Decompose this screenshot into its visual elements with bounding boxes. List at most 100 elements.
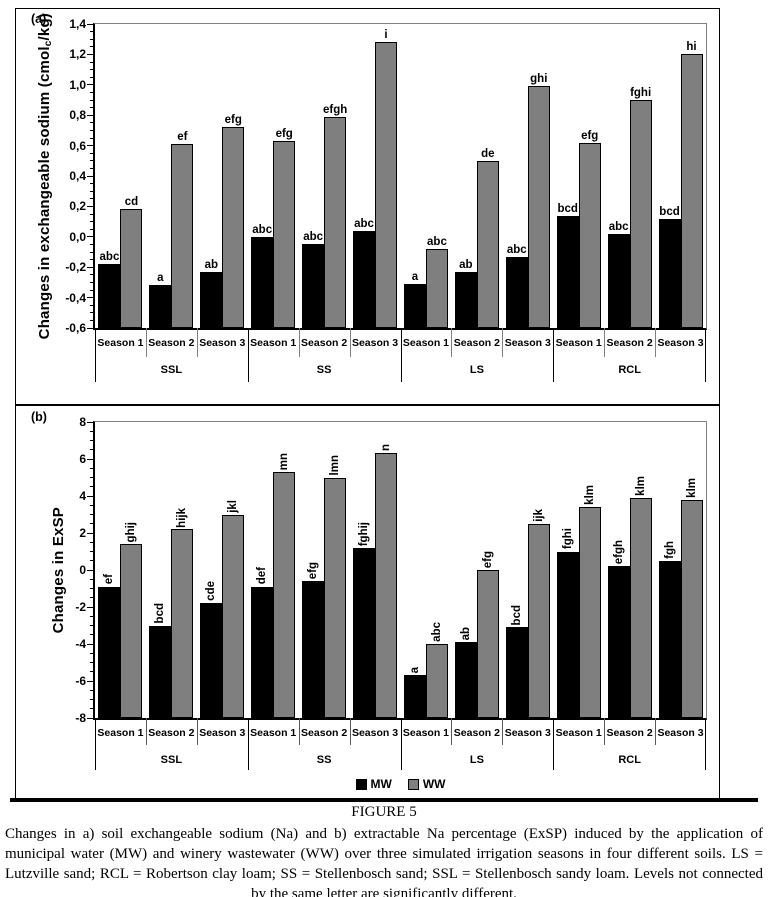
y-axis-major-tick: [87, 606, 93, 608]
bar-mw-rcl-season-3: [658, 560, 681, 718]
sig-letter: i: [384, 29, 388, 42]
panel-a-box: [15, 8, 720, 405]
season-separator: [502, 328, 504, 357]
group-separator: [95, 718, 96, 770]
x-label-season: Season 2: [453, 727, 500, 739]
y-axis-minor-tick: [90, 221, 93, 223]
season-separator: [298, 718, 300, 745]
x-label-group-ls: LS: [469, 364, 484, 376]
y-axis-major-tick: [87, 84, 93, 86]
bar-ww-ss-season-1: [273, 141, 296, 328]
sig-letter: abc: [430, 622, 443, 642]
x-label-group-ss: SS: [316, 754, 332, 766]
y-axis-minor-tick: [90, 91, 93, 93]
y-axis-minor-tick: [90, 708, 93, 710]
y-axis-minor-tick: [90, 504, 93, 506]
y-axis-major-tick: [87, 680, 93, 682]
sig-letter: fghij: [358, 521, 371, 546]
sig-letter: cd: [124, 196, 139, 209]
y-axis-minor-tick: [90, 259, 93, 261]
y-axis-minor-tick: [90, 671, 93, 673]
y-tick-label: 0,4: [69, 169, 86, 183]
sig-letter: efgh: [322, 103, 348, 116]
sig-letter: efgh: [612, 540, 625, 565]
sig-letter: a: [408, 667, 421, 674]
y-axis-minor-tick: [90, 31, 93, 33]
bar-ww-ss-season-3: [375, 42, 398, 328]
y-axis-major-tick: [87, 266, 93, 268]
y-axis-minor-tick: [90, 304, 93, 306]
y-axis-minor-tick: [90, 76, 93, 78]
bar-mw-ss-season-1: [251, 586, 274, 718]
x-label-season: Season 1: [402, 337, 449, 349]
bar-ww-rcl-season-2: [629, 100, 652, 328]
season-separator: [655, 328, 657, 357]
x-label-season: Season 2: [148, 337, 195, 349]
bar-mw-ssl-season-2: [149, 285, 172, 328]
x-label-season: Season 3: [351, 727, 399, 739]
panel-b-tag: (b): [31, 410, 47, 424]
plot-area-b: [93, 421, 707, 720]
y-axis-minor-tick: [90, 440, 93, 441]
sig-letter: abc: [303, 231, 324, 244]
sig-letter: klm: [583, 485, 596, 506]
bar-mw-ss-season-3: [353, 230, 376, 328]
sig-letter: a: [411, 270, 419, 283]
y-tick-label: -0,2: [65, 260, 86, 275]
bar-mw-ls-season-3: [505, 256, 528, 328]
bar-ww-ls-season-3: [527, 86, 550, 328]
y-axis-minor-tick: [90, 228, 93, 230]
y-axis-major-tick: [87, 297, 93, 299]
bar-mw-rcl-season-1: [556, 215, 579, 328]
sig-letter: efg: [581, 129, 599, 142]
sig-letter: fgh: [663, 540, 676, 559]
x-label-season: Season 3: [504, 727, 551, 739]
legend-swatch-mw: [355, 778, 367, 790]
bar-ww-ss-season-1: [273, 471, 296, 718]
y-axis-major-tick: [87, 53, 93, 55]
y-axis-major-tick: [87, 114, 93, 116]
bar-ww-ls-season-1: [425, 644, 448, 718]
legend-label-mw: MW: [370, 777, 392, 791]
y-axis-minor-tick: [90, 662, 93, 663]
x-label-season: Season 3: [199, 727, 246, 739]
x-label-group-ss: SS: [316, 364, 332, 376]
legend: MW WW: [355, 777, 445, 791]
bar-ww-ssl-season-2: [171, 144, 194, 328]
group-separator: [95, 328, 96, 382]
legend-item-mw: MW: [355, 777, 392, 791]
sig-letter: hi: [686, 41, 697, 54]
y-axis-minor-tick: [90, 129, 93, 131]
y-axis-minor-tick: [90, 523, 93, 525]
y-axis-minor-tick: [90, 514, 93, 515]
x-label-season: Season 3: [657, 337, 704, 349]
sig-letter: n: [380, 444, 393, 452]
bar-mw-rcl-season-2: [607, 566, 630, 718]
y-tick-label: 1,4: [69, 17, 86, 31]
season-separator: [349, 718, 351, 745]
y-axis-major-tick: [87, 175, 93, 177]
bar-mw-ssl-season-3: [200, 271, 223, 328]
bar-ww-rcl-season-3: [680, 54, 703, 328]
x-label-season: Season 3: [657, 727, 704, 739]
bar-mw-ssl-season-3: [200, 603, 223, 718]
x-label-season: Season 2: [606, 337, 653, 349]
y-tick-label: 4: [79, 489, 86, 503]
sig-letter: fghi: [561, 528, 574, 550]
x-label-season: Season 1: [555, 727, 602, 739]
season-separator: [298, 328, 300, 357]
y-tick-label: 8: [79, 415, 86, 429]
sig-letter: bcd: [659, 205, 680, 218]
season-separator: [451, 718, 453, 745]
sig-letter: cde: [205, 581, 218, 602]
season-separator: [196, 328, 198, 357]
sig-letter: ghij: [125, 521, 138, 543]
y-tick-label: -0,6: [65, 321, 86, 335]
y-axis-minor-tick: [90, 449, 93, 451]
y-axis-minor-tick: [90, 190, 93, 192]
y-tick-label: -6: [75, 674, 86, 688]
y-axis-minor-tick: [90, 122, 93, 124]
y-axis-major-tick: [87, 643, 93, 645]
y-axis-major-tick: [87, 458, 93, 460]
y-axis-minor-tick: [90, 167, 93, 169]
